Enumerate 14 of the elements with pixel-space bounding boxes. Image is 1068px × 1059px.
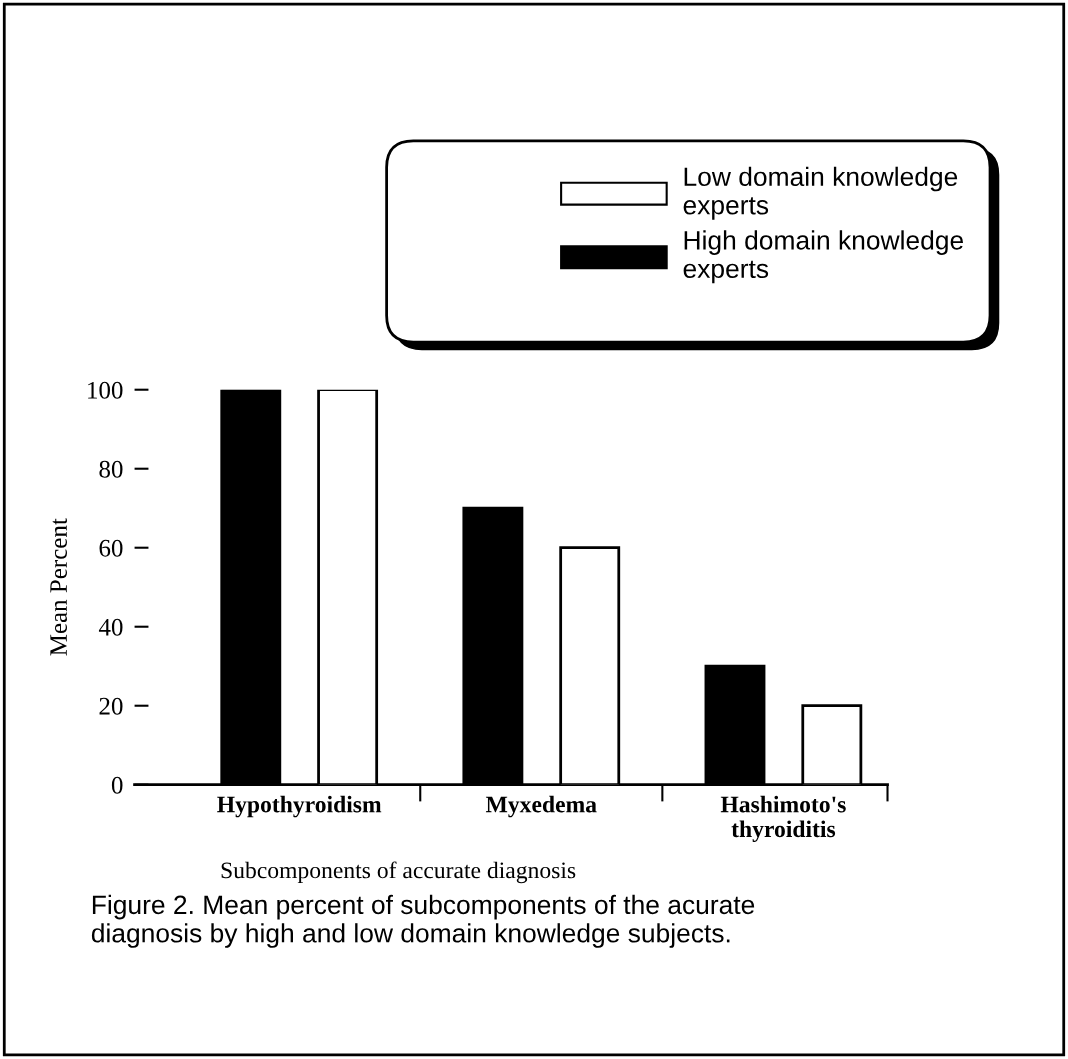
y-tick-label: 40 (98, 618, 123, 636)
x-tick-label: Hashimoto's thyroiditis (720, 795, 846, 842)
y-tick-label: 20 (99, 697, 123, 715)
y-tick-label: 0 (111, 776, 123, 794)
x-tick-label: Hypothyroidism (217, 795, 382, 818)
caption: Figure 2. Mean percent of subcomponents of the acurate diagnosis by high and low domain knowledge subjects. (91, 894, 755, 948)
y-axis-title: Mean Percent (50, 518, 67, 656)
y-tick-label: 80 (99, 460, 123, 478)
y-tick-label: 100 (88, 381, 123, 399)
x-tick-label: Myxedema (485, 795, 597, 818)
legend-label: High domain knowledge experts (683, 230, 963, 284)
y-tick-label: 60 (99, 539, 123, 557)
legend-label: Low domain knowledge experts (683, 166, 958, 220)
x-axis-title: Subcomponents of accurate diagnosis (221, 861, 576, 884)
